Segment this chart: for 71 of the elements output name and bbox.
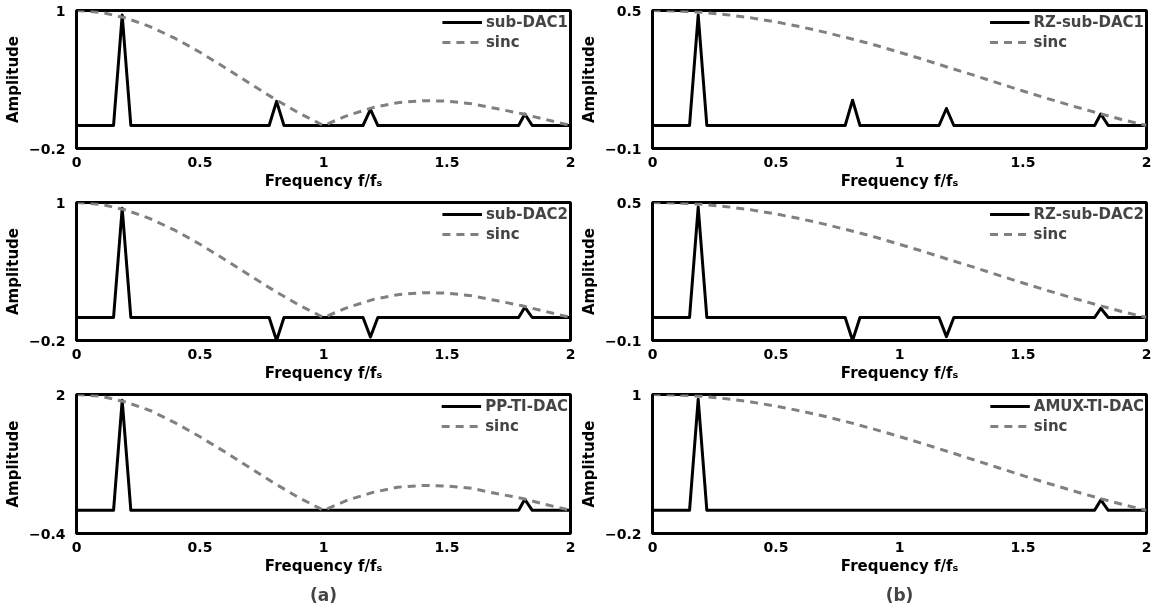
text: (a)	[309, 584, 338, 605]
legend-label: sinc	[485, 33, 520, 51]
legend-label: RZ-sub-DAC1	[1033, 13, 1144, 31]
x-tick-label: 1.5	[434, 345, 460, 362]
legend-label: sub-DAC2	[485, 205, 568, 223]
line-series	[652, 202, 1147, 319]
x-tick-label: 2	[1141, 345, 1152, 362]
legend-label: sinc	[485, 225, 520, 243]
x-tick-label: 0.5	[763, 153, 789, 170]
x-tick-label: 1	[318, 538, 329, 555]
y-tick-label: 1	[55, 2, 66, 19]
x-tick-label: 0.5	[763, 538, 789, 555]
x-tick-label: 0	[71, 153, 82, 170]
y-axis-title: Amplitude	[3, 35, 22, 124]
x-tick-label: 2	[565, 345, 576, 362]
x-axis-title: Frequency f/fₛ	[264, 556, 383, 575]
y-tick-label: −0.2	[28, 140, 66, 157]
y-tick-label: 2	[55, 386, 66, 403]
y-tick-label: 0.5	[616, 194, 642, 211]
x-tick-label: 0	[647, 538, 658, 555]
y-tick-label: 0.5	[616, 2, 642, 19]
x-tick-label: 1	[318, 345, 329, 362]
legend-label: RZ-sub-DAC2	[1033, 205, 1144, 223]
legend-label: sinc	[1033, 225, 1068, 243]
x-tick-label: 1.5	[434, 538, 460, 555]
x-tick-label: 0.5	[187, 153, 213, 170]
line-series	[652, 205, 1147, 341]
x-tick-label: 2	[565, 538, 576, 555]
x-axis-title: Frequency f/fₛ	[264, 363, 383, 382]
x-tick-label: 1	[894, 153, 905, 170]
x-axis-title: Frequency f/fₛ	[840, 556, 959, 575]
x-tick-label: 1.5	[1010, 538, 1036, 555]
x-tick-label: 1.5	[434, 153, 460, 170]
y-tick-label: −0.2	[604, 525, 642, 542]
line-series	[76, 202, 571, 319]
y-axis-title: Amplitude	[579, 227, 598, 316]
x-tick-label: 1.5	[1010, 153, 1036, 170]
y-axis-title: Amplitude	[579, 420, 598, 508]
x-tick-label: 0	[71, 345, 82, 362]
x-tick-label: 2	[1141, 153, 1152, 170]
x-tick-label: 1	[894, 538, 905, 555]
legend-label: AMUX-TI-DAC	[1033, 397, 1144, 415]
text: (b)	[885, 584, 914, 605]
y-tick-label: −0.4	[28, 525, 66, 542]
x-axis-title: Frequency f/fₛ	[840, 171, 959, 190]
legend-label: sinc	[1033, 33, 1068, 51]
y-tick-label: 1	[631, 386, 642, 403]
legend-label: PP-TI-DAC	[485, 397, 568, 415]
x-axis-title: Frequency f/fₛ	[840, 363, 959, 382]
legend-label: sub-DAC1	[485, 13, 568, 31]
x-tick-label: 0.5	[763, 345, 789, 362]
legend-label: sinc	[485, 417, 519, 435]
x-tick-label: 0	[647, 153, 658, 170]
x-tick-label: 1.5	[1010, 345, 1036, 362]
x-tick-label: 1	[318, 153, 329, 170]
x-tick-label: 0	[71, 538, 82, 555]
x-axis-title: Frequency f/fₛ	[264, 171, 383, 190]
y-tick-label: −0.2	[28, 332, 66, 349]
legend-label: sinc	[1033, 417, 1068, 435]
y-tick-label: −0.1	[604, 332, 642, 349]
y-axis-title: Amplitude	[3, 227, 22, 316]
x-tick-label: 2	[565, 153, 576, 170]
x-tick-label: 2	[1141, 538, 1152, 555]
x-tick-label: 0.5	[187, 345, 213, 362]
x-tick-label: 1	[894, 345, 905, 362]
y-axis-title: Amplitude	[3, 420, 22, 508]
x-tick-label: 0	[647, 345, 658, 362]
y-tick-label: 1	[55, 194, 66, 211]
x-tick-label: 0.5	[187, 538, 213, 555]
y-tick-label: −0.1	[604, 140, 642, 157]
y-axis-title: Amplitude	[579, 35, 598, 124]
